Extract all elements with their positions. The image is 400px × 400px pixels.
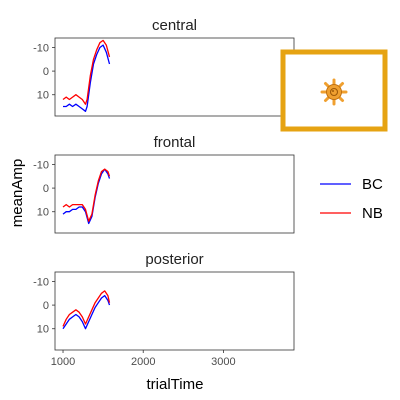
x-tick-label: 2000	[131, 356, 155, 368]
series-line-NB	[62, 168, 111, 222]
x-tick-label: 3000	[211, 356, 235, 368]
y-axis-title: meanAmp	[9, 159, 26, 227]
overlay-card[interactable]	[280, 49, 388, 132]
x-tick-label: 1000	[51, 356, 75, 368]
series-line-NB	[62, 290, 111, 327]
series-line-BC	[62, 294, 111, 330]
panel-posterior: posterior -10 0 10	[33, 251, 295, 351]
panel-title: central	[152, 17, 197, 34]
y-tick-label: 0	[43, 183, 49, 195]
y-tick-label: 10	[37, 207, 49, 219]
legend-label: NB	[362, 205, 383, 222]
panel-frontal: frontal -10 0 10	[33, 134, 295, 234]
legend-item-BC: BC	[320, 176, 383, 193]
panel-frame	[54, 37, 295, 117]
y-tick-label: 0	[43, 300, 49, 312]
legend-label: BC	[362, 176, 383, 193]
x-axis-title: trialTime	[147, 376, 204, 393]
series-line-NB	[62, 39, 111, 105]
sun-icon	[320, 78, 348, 106]
y-tick-label: -10	[33, 42, 49, 54]
panel-central: central -10 0 10	[33, 17, 295, 117]
y-tick-label: -10	[33, 159, 49, 171]
y-tick-label: -10	[33, 276, 49, 288]
legend-item-NB: NB	[320, 205, 383, 222]
panel-title: posterior	[145, 251, 203, 268]
x-axis: 1000 2000 3000	[51, 350, 236, 368]
y-tick-label: 10	[37, 90, 49, 102]
y-tick-label: 10	[37, 324, 49, 336]
legend: BC NB	[320, 176, 383, 222]
panel-title: frontal	[154, 134, 196, 151]
panels-layer: central -10 0 10 frontal -10 0 10 posterior -10 0 1…	[33, 17, 295, 351]
series-line-BC	[63, 44, 111, 112]
panel-frame	[54, 271, 295, 351]
y-tick-label: 0	[43, 66, 49, 78]
panel-frame	[54, 154, 295, 234]
